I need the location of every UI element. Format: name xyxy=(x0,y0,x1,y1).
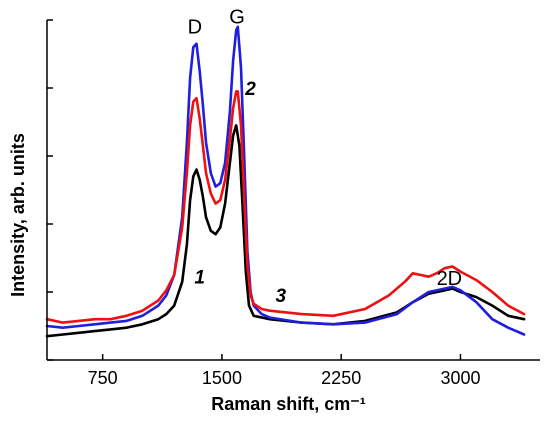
series-line-2 xyxy=(45,90,526,324)
axis-layer xyxy=(46,20,540,361)
y-axis-title: Intensity, arb. units xyxy=(8,133,28,297)
series-line-1 xyxy=(45,25,526,336)
peak-label-d: D xyxy=(188,17,202,39)
x-tick-label-3: 3000 xyxy=(440,368,480,388)
x-tick-label-0: 750 xyxy=(88,368,118,388)
curve-label-1: 1 xyxy=(194,268,205,289)
peak-label-2d: 2D xyxy=(437,268,463,290)
x-tick-label-1: 1500 xyxy=(202,368,242,388)
curve-label-2: 2 xyxy=(244,79,256,100)
tick-layer: 750 1500 2250 3000 xyxy=(47,19,481,388)
x-tick-label-2: 2250 xyxy=(321,368,361,388)
label-layer: D G 2D 1 2 3 xyxy=(188,6,462,307)
x-axis-title: Raman shift, cm⁻¹ xyxy=(211,394,366,414)
peak-label-g: G xyxy=(229,6,245,28)
series-layer xyxy=(45,25,526,338)
curve-label-3: 3 xyxy=(275,286,286,307)
